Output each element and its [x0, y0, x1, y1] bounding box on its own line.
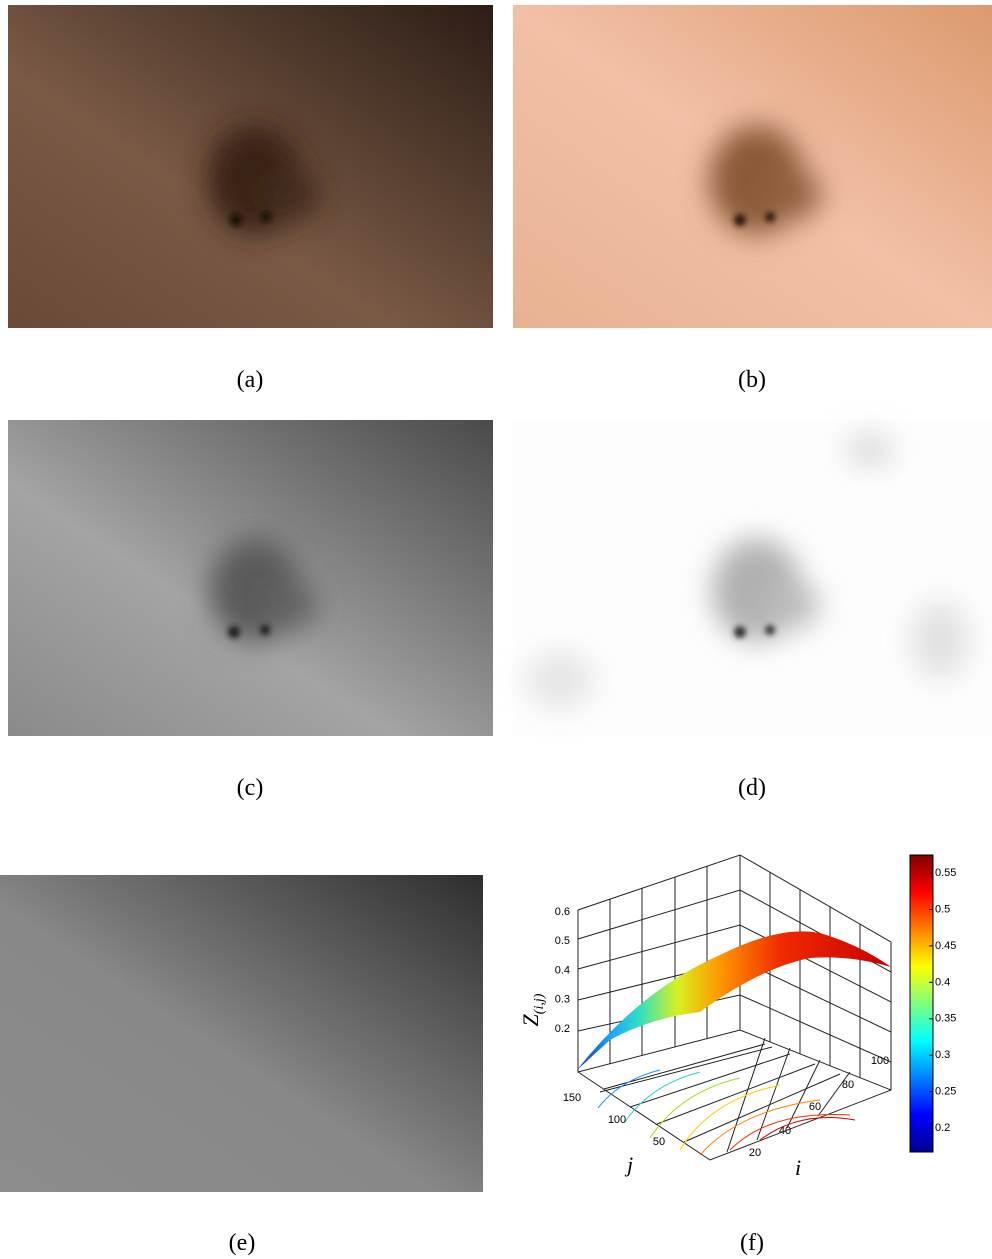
caption: (f) — [740, 1230, 764, 1256]
photo-b — [513, 5, 992, 328]
j-tick-label: 50 — [653, 1136, 665, 1148]
z-tick-label: 0.6 — [555, 906, 570, 918]
colorbar-tick-label: 0.25 — [935, 1086, 956, 1098]
colorbar-tick-label: 0.2 — [935, 1122, 950, 1134]
surface — [577, 931, 891, 1070]
i-tick-label: 60 — [809, 1101, 821, 1113]
z-axis-label-main: Z — [518, 1013, 543, 1026]
j-tick-label: 150 — [563, 1092, 581, 1104]
caption: (b) — [738, 367, 766, 393]
i-tick-label: 20 — [749, 1147, 761, 1159]
caption: (d) — [738, 775, 766, 801]
caption: (e) — [229, 1230, 256, 1256]
i-tick-label: 100 — [871, 1055, 889, 1067]
z-axis-label-sub: (i,j) — [532, 993, 547, 1014]
photo-c — [8, 420, 493, 736]
x-axis-label: i — [795, 1155, 801, 1180]
illumination-map — [0, 875, 483, 1192]
caption: (c) — [237, 775, 264, 801]
y-axis-label: j — [624, 1152, 633, 1177]
z-axis-label: Z(i,j) — [518, 993, 547, 1026]
photo-d — [513, 420, 992, 736]
z-tick-label: 0.2 — [555, 1023, 570, 1035]
colorbar-tick-label: 0.55 — [935, 867, 956, 879]
j-tick-label: 100 — [608, 1114, 626, 1126]
z-tick-label: 0.5 — [555, 935, 570, 947]
colorbar-tick-label: 0.3 — [935, 1049, 950, 1061]
photo-a — [8, 5, 493, 328]
i-tick-label: 40 — [779, 1125, 791, 1137]
figure: (a) (b) (c) (d) (e) — [0, 0, 992, 1259]
colorbar — [910, 855, 933, 1152]
colorbar-tick-label: 0.4 — [935, 976, 950, 988]
colorbar-tick-label: 0.45 — [935, 940, 956, 952]
z-tick-label: 0.3 — [555, 994, 570, 1006]
colorbar-tick-label: 0.35 — [935, 1013, 956, 1025]
colorbar-tick-label: 0.5 — [935, 903, 950, 915]
caption: (a) — [237, 367, 264, 393]
i-tick-label: 80 — [842, 1079, 854, 1091]
z-tick-label: 0.4 — [555, 964, 570, 976]
